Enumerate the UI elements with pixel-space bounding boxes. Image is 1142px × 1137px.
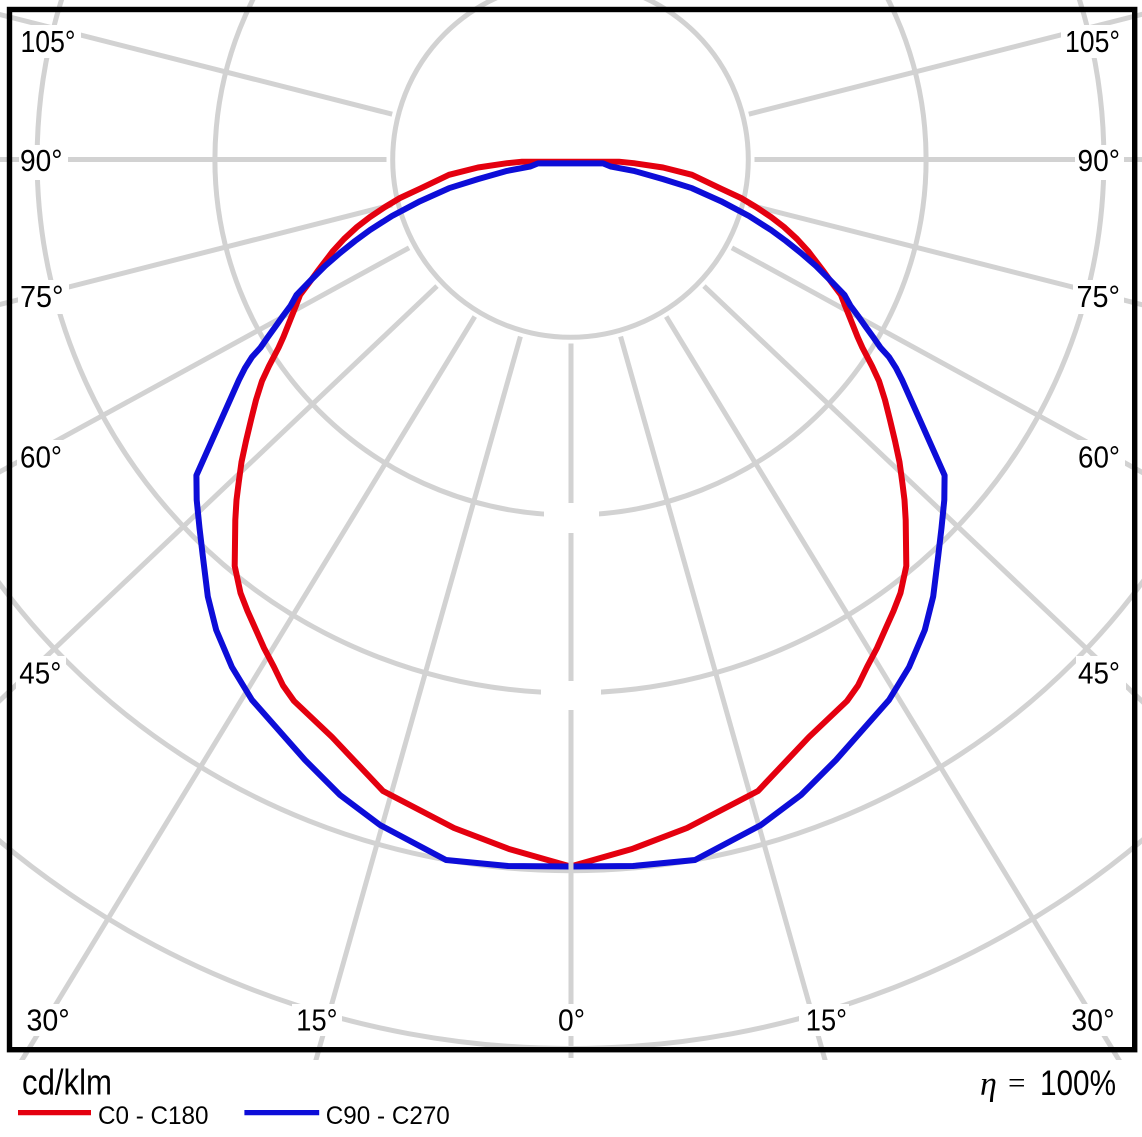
svg-text:45°: 45° bbox=[1078, 657, 1120, 691]
svg-text:15°: 15° bbox=[806, 1004, 847, 1038]
svg-text:105°: 105° bbox=[21, 25, 76, 59]
svg-text:cd/klm: cd/klm bbox=[22, 1062, 112, 1103]
svg-text:90°: 90° bbox=[20, 144, 63, 178]
svg-text:75°: 75° bbox=[1077, 280, 1121, 314]
svg-text:60°: 60° bbox=[1078, 440, 1120, 474]
svg-text:η: η bbox=[980, 1066, 997, 1103]
svg-text:100%: 100% bbox=[1040, 1064, 1116, 1103]
svg-text:30°: 30° bbox=[1071, 1004, 1114, 1038]
svg-text:C0 - C180: C0 - C180 bbox=[98, 1102, 209, 1130]
svg-text:=: = bbox=[1008, 1065, 1025, 1100]
svg-text:15°: 15° bbox=[296, 1004, 337, 1038]
svg-text:105°: 105° bbox=[1065, 25, 1120, 59]
svg-text:75°: 75° bbox=[20, 280, 64, 314]
svg-text:0°: 0° bbox=[558, 1004, 585, 1038]
svg-text:90°: 90° bbox=[1078, 144, 1121, 178]
svg-text:45°: 45° bbox=[19, 657, 61, 691]
svg-text:C90 - C270: C90 - C270 bbox=[326, 1102, 450, 1130]
svg-text:60°: 60° bbox=[20, 440, 62, 474]
svg-text:30°: 30° bbox=[27, 1004, 70, 1038]
